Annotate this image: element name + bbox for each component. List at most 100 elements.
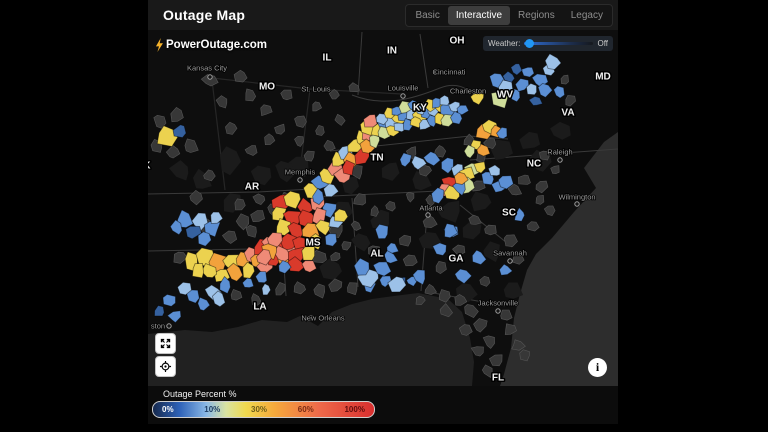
- county-polygon[interactable]: [399, 152, 413, 168]
- county-polygon[interactable]: [347, 282, 358, 296]
- county-polygon[interactable]: [210, 211, 224, 224]
- county-polygon[interactable]: [353, 193, 366, 206]
- county-polygon[interactable]: [334, 113, 346, 126]
- county-polygon[interactable]: [330, 251, 341, 262]
- county-polygon[interactable]: [294, 135, 304, 147]
- county-polygon[interactable]: [256, 248, 272, 266]
- county-polygon[interactable]: [483, 137, 497, 149]
- county-polygon[interactable]: [162, 293, 176, 307]
- weather-slider-handle[interactable]: [525, 39, 535, 48]
- county-polygon[interactable]: [496, 126, 508, 140]
- tab-interactive[interactable]: Interactive: [447, 6, 511, 25]
- county-polygon[interactable]: [470, 346, 484, 357]
- county-polygon[interactable]: [490, 91, 509, 109]
- county-polygon[interactable]: [464, 304, 479, 318]
- county-polygon[interactable]: [368, 245, 382, 258]
- county-polygon[interactable]: [452, 244, 466, 255]
- county-polygon[interactable]: [221, 230, 238, 244]
- county-polygon[interactable]: [439, 94, 450, 106]
- county-polygon[interactable]: [528, 95, 544, 106]
- county-polygon[interactable]: [348, 82, 360, 92]
- county-polygon[interactable]: [422, 151, 441, 167]
- county-polygon[interactable]: [422, 214, 438, 229]
- tab-regions[interactable]: Regions: [518, 10, 555, 21]
- county-polygon[interactable]: [487, 164, 501, 177]
- county-polygon[interactable]: [535, 180, 549, 194]
- county-polygon[interactable]: [280, 89, 293, 101]
- county-polygon[interactable]: [463, 144, 476, 159]
- county-polygon[interactable]: [432, 242, 447, 256]
- county-polygon[interactable]: [484, 224, 497, 236]
- county-polygon[interactable]: [374, 223, 389, 240]
- county-polygon[interactable]: [402, 254, 418, 267]
- weather-slider-track[interactable]: [524, 39, 594, 48]
- county-polygon[interactable]: [283, 190, 302, 210]
- county-polygon[interactable]: [293, 281, 307, 295]
- county-polygon[interactable]: [328, 89, 340, 100]
- poweroutage-logo[interactable]: PowerOutage.com: [154, 38, 267, 52]
- county-polygon[interactable]: [197, 296, 211, 312]
- county-polygon[interactable]: [173, 251, 188, 264]
- county-polygon[interactable]: [383, 250, 399, 264]
- county-polygon[interactable]: [184, 138, 199, 153]
- county-polygon[interactable]: [294, 115, 307, 128]
- county-polygon[interactable]: [454, 294, 468, 306]
- county-polygon[interactable]: [287, 256, 306, 273]
- county-polygon[interactable]: [353, 257, 370, 276]
- county-polygon[interactable]: [456, 104, 470, 116]
- county-polygon[interactable]: [514, 78, 530, 92]
- county-polygon[interactable]: [439, 303, 453, 318]
- county-polygon[interactable]: [537, 82, 553, 98]
- county-polygon[interactable]: [535, 194, 545, 205]
- county-polygon[interactable]: [387, 276, 407, 293]
- county-polygon[interactable]: [245, 224, 257, 238]
- county-polygon[interactable]: [424, 283, 438, 295]
- county-polygon[interactable]: [219, 275, 231, 295]
- county-polygon[interactable]: [191, 262, 205, 279]
- county-polygon[interactable]: [323, 183, 340, 198]
- county-polygon[interactable]: [234, 198, 246, 211]
- county-polygon[interactable]: [438, 289, 451, 303]
- county-polygon[interactable]: [245, 88, 257, 102]
- county-polygon[interactable]: [473, 318, 488, 333]
- county-polygon[interactable]: [185, 225, 202, 240]
- county-polygon[interactable]: [412, 269, 426, 286]
- county-polygon[interactable]: [244, 145, 258, 156]
- county-polygon[interactable]: [255, 271, 268, 284]
- county-polygon[interactable]: [334, 208, 349, 223]
- county-polygon[interactable]: [225, 121, 238, 135]
- county-polygon[interactable]: [500, 309, 513, 321]
- county-polygon[interactable]: [379, 275, 392, 288]
- county-polygon[interactable]: [444, 223, 459, 239]
- county-polygon[interactable]: [252, 193, 266, 205]
- county-polygon[interactable]: [430, 187, 445, 204]
- locate-button[interactable]: [155, 356, 176, 377]
- county-polygon[interactable]: [550, 165, 560, 175]
- county-polygon[interactable]: [405, 192, 415, 203]
- county-polygon[interactable]: [342, 159, 356, 176]
- county-polygon[interactable]: [200, 74, 219, 87]
- county-polygon[interactable]: [312, 101, 322, 112]
- county-polygon[interactable]: [203, 169, 216, 182]
- county-polygon[interactable]: [301, 260, 318, 273]
- county-polygon[interactable]: [504, 323, 517, 335]
- county-polygon[interactable]: [469, 90, 485, 106]
- county-polygon[interactable]: [370, 205, 379, 217]
- county-polygon[interactable]: [235, 213, 250, 231]
- county-polygon[interactable]: [275, 282, 286, 296]
- county-polygon[interactable]: [170, 107, 184, 123]
- county-polygon[interactable]: [468, 214, 482, 225]
- county-polygon[interactable]: [489, 354, 503, 367]
- county-polygon[interactable]: [313, 283, 326, 299]
- county-polygon[interactable]: [241, 277, 255, 289]
- county-polygon[interactable]: [453, 171, 469, 185]
- county-polygon[interactable]: [518, 174, 531, 185]
- county-polygon[interactable]: [172, 124, 187, 139]
- county-polygon[interactable]: [543, 205, 556, 216]
- county-polygon[interactable]: [525, 82, 538, 96]
- county-polygon[interactable]: [341, 241, 352, 251]
- county-polygon[interactable]: [251, 293, 262, 306]
- county-polygon[interactable]: [189, 190, 203, 206]
- county-polygon[interactable]: [415, 295, 426, 306]
- county-polygon[interactable]: [177, 281, 192, 296]
